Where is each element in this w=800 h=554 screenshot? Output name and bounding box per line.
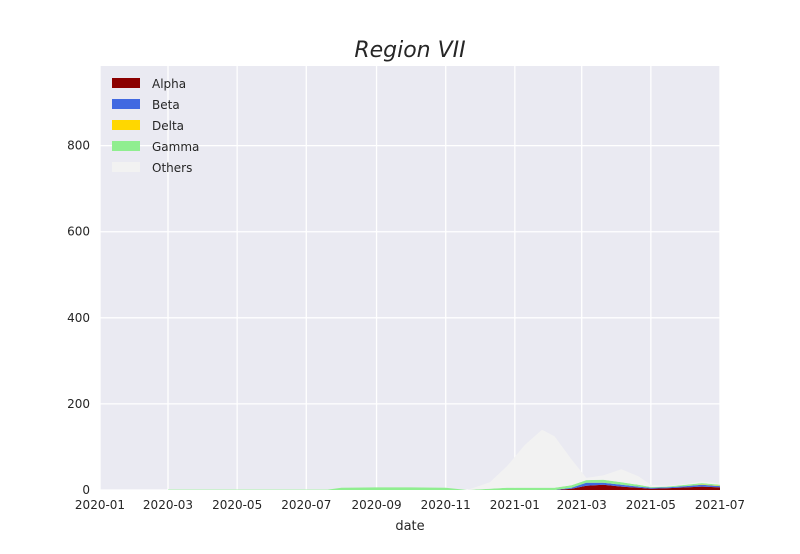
plot-background <box>100 66 720 490</box>
legend-swatch-others <box>112 162 140 172</box>
x-tick-label: 2020-09 <box>351 498 401 512</box>
y-tick-labels: 0 200 400 600 800 <box>67 139 90 497</box>
x-axis-label: date <box>395 519 424 534</box>
y-tick-label: 600 <box>67 225 90 239</box>
legend-label-gamma: Gamma <box>152 140 199 154</box>
legend-label-alpha: Alpha <box>152 77 186 91</box>
y-tick-label: 400 <box>67 311 90 325</box>
x-tick-label: 2020-05 <box>212 498 262 512</box>
area-alpha <box>168 484 720 490</box>
legend-swatch-beta <box>112 99 140 109</box>
y-tick-label: 0 <box>82 483 90 497</box>
x-tick-label: 2021-01 <box>490 498 540 512</box>
x-tick-label: 2020-01 <box>75 498 125 512</box>
x-tick-label: 2021-07 <box>695 498 745 512</box>
area-series <box>168 429 720 490</box>
legend-swatch-delta <box>112 120 140 130</box>
chart-title: Region VII <box>354 38 465 63</box>
area-beta <box>168 482 720 490</box>
legend-label-delta: Delta <box>152 119 184 133</box>
x-tick-label: 2020-11 <box>421 498 471 512</box>
area-gamma <box>168 479 720 490</box>
x-tick-label: 2020-03 <box>143 498 193 512</box>
area-others <box>168 429 720 490</box>
legend: Alpha Beta Delta Gamma Others <box>112 77 199 175</box>
legend-label-beta: Beta <box>152 98 180 112</box>
legend-swatch-alpha <box>112 78 140 88</box>
x-tick-label: 2021-03 <box>557 498 607 512</box>
x-tick-labels: 2020-01 2020-03 2020-05 2020-07 2020-09 2020-… <box>75 498 745 512</box>
x-tick-label: 2020-07 <box>281 498 331 512</box>
legend-swatch-gamma <box>112 141 140 151</box>
y-tick-label: 800 <box>67 139 90 153</box>
x-tick-label: 2021-05 <box>626 498 676 512</box>
legend-label-others: Others <box>152 161 192 175</box>
y-tick-label: 200 <box>67 397 90 411</box>
